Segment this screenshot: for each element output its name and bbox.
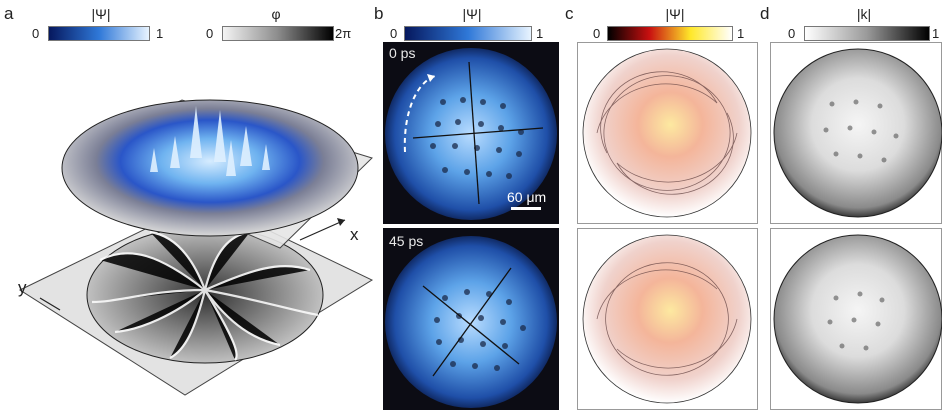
panel-d-label: d	[760, 4, 770, 23]
psi-colorbar-c-max: 1	[737, 26, 745, 41]
psi-colorbar-c-title: |Ψ|	[665, 6, 685, 22]
panel-a-3d-illustration: x y	[18, 99, 374, 396]
panel-c-top-image	[577, 42, 758, 224]
phase-colorbar-max: 2π	[335, 26, 352, 41]
k-colorbar-title: |k|	[856, 6, 872, 22]
phase-colorbar-title: φ	[271, 6, 281, 22]
phase-colorbar-a: φ 0 2π	[204, 6, 354, 41]
phase-disk-stripes	[91, 230, 319, 361]
panel-b-top-image: 0 ps 60 μm	[383, 42, 559, 224]
time-label-top: 0 ps	[389, 45, 415, 61]
psi-colorbar-c: |Ψ| 0 1	[593, 6, 755, 41]
psi-colorbar-b-max: 1	[536, 26, 544, 41]
panel-d-bottom-image	[770, 228, 942, 410]
psi-colorbar-b-min: 0	[390, 26, 398, 41]
panel-d-top-image	[770, 42, 942, 224]
intensity-surface	[61, 99, 359, 237]
panel-b-bottom-image: 45 ps	[383, 228, 559, 410]
k-colorbar-d: |k| 0 1	[786, 6, 942, 41]
psi-colorbar-c-min: 0	[593, 26, 601, 41]
psi-colorbar-b-gradient	[404, 26, 532, 41]
psi-colorbar-title: |Ψ|	[91, 6, 111, 22]
scale-bar-label: 60 μm	[507, 189, 546, 205]
axis-y-label: y	[18, 278, 27, 297]
psi-colorbar-min: 0	[32, 26, 40, 41]
panel-a-label: a	[4, 4, 14, 23]
psi-colorbar-gradient	[48, 26, 150, 41]
phase-disk	[86, 226, 324, 364]
intensity-peaks	[150, 106, 270, 176]
panel-b-label: b	[374, 4, 384, 23]
time-label-bottom: 45 ps	[389, 233, 423, 249]
panel-c-label: c	[565, 4, 574, 23]
axis-x-label: x	[350, 225, 359, 244]
k-colorbar-gradient	[804, 26, 930, 41]
panel-c-bottom-image	[577, 228, 758, 410]
phase-colorbar-min: 0	[206, 26, 214, 41]
psi-colorbar-b: |Ψ| 0 1	[390, 6, 552, 41]
psi-colorbar-a: |Ψ| 0 1	[32, 6, 166, 41]
psi-colorbar-b-title: |Ψ|	[462, 6, 482, 22]
k-colorbar-min: 0	[788, 26, 796, 41]
psi-colorbar-max: 1	[156, 26, 164, 41]
phase-colorbar-gradient	[222, 26, 334, 41]
k-colorbar-max: 1	[932, 26, 940, 41]
psi-colorbar-c-gradient	[607, 26, 733, 41]
